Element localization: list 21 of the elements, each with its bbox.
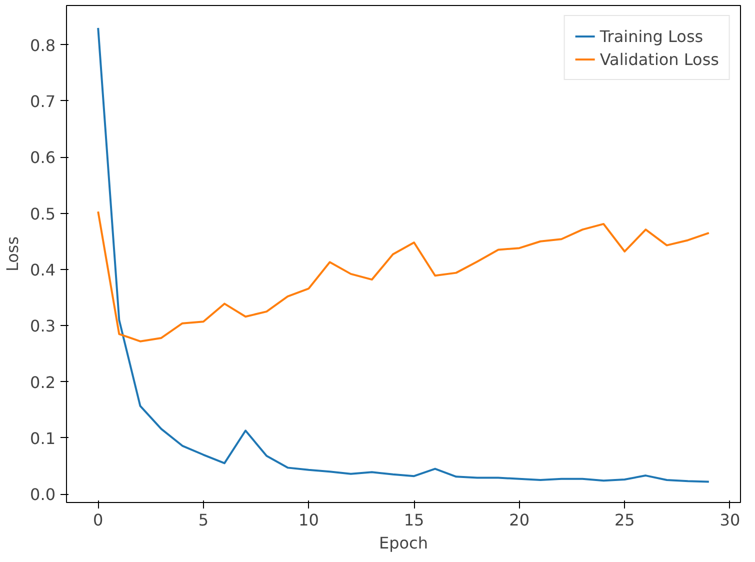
y-tick-label: 0.1 [30,428,56,448]
x-tick-label: 15 [404,510,424,530]
y-tick-label: 0.2 [30,372,56,392]
legend-label: Validation Loss [600,50,719,68]
y-tick-label: 0.5 [30,204,56,224]
x-tick-label: 30 [720,510,740,530]
line-series [97,210,710,342]
y-tick-label: 0.0 [30,485,56,504]
x-tick-label: 5 [198,510,209,530]
x-axis-title: Epoch [379,534,428,552]
x-tick-label: 25 [614,510,635,530]
legend-label: Training Loss [600,26,704,46]
y-tick-label: 0.3 [30,316,56,336]
y-tick-label: 0.4 [30,260,56,280]
y-tick-label: 0.7 [30,92,56,111]
y-axis-title: Loss [3,236,22,272]
x-tick-label: 20 [509,510,530,530]
y-tick-label: 0.8 [30,36,56,55]
x-tick-label: 0 [93,510,104,530]
y-tick-label: 0.6 [30,148,56,168]
x-tick-label: 10 [298,510,319,530]
